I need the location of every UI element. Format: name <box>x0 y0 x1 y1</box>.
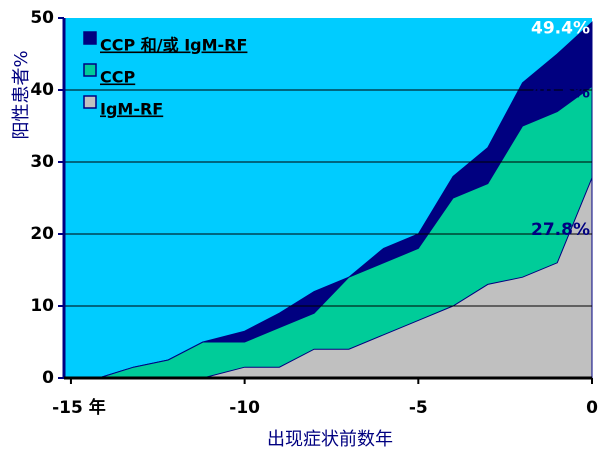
y-tick-label: 30 <box>30 152 54 172</box>
y-axis-title: 阳性患者% <box>11 50 32 139</box>
y-tick-label: 10 <box>30 296 54 316</box>
legend-label: CCP <box>100 68 135 87</box>
y-tick-label: 40 <box>30 80 54 100</box>
y-tick-label: 50 <box>30 8 54 28</box>
y-tick-label: 20 <box>30 224 54 244</box>
value-label: 27.8% <box>531 220 590 240</box>
legend-swatch <box>83 63 97 77</box>
legend-swatch <box>83 31 97 45</box>
x-axis-title: 出现症状前数年 <box>267 429 393 450</box>
x-tick-label: -10 <box>229 398 260 418</box>
legend-label: CCP 和/或 IgM-RF <box>100 36 247 55</box>
x-tick-label: -15 年 <box>52 397 106 418</box>
value-label: 40.5% <box>531 82 590 102</box>
legend-label: IgM-RF <box>100 100 163 119</box>
value-label: 49.4% <box>531 18 590 38</box>
x-tick-label: -5 <box>409 398 428 418</box>
x-tick-label: 0 <box>586 398 598 418</box>
y-tick-label: 0 <box>42 368 54 388</box>
legend-swatch <box>83 95 97 109</box>
